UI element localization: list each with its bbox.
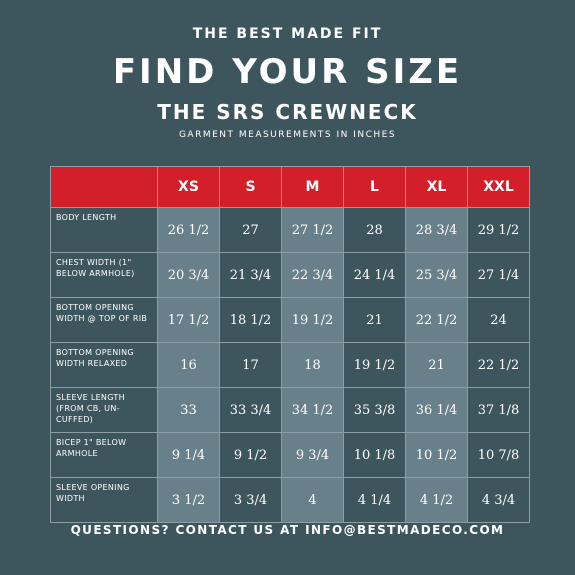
measurement-cell: 27 [219,207,282,253]
measurement-cell: 21 [343,297,406,343]
row-label-body-length: BODY LENGTH [50,207,158,253]
measurement-cell: 28 [343,207,406,253]
measurement-cell: 10 7/8 [467,432,530,478]
size-header-xs: XS [157,166,220,208]
measurement-cell: 3 3/4 [219,477,282,523]
table-row: BOTTOM OPENING WIDTH @ TOP OF RIB 17 1/2… [50,297,530,343]
measurement-cell: 9 1/4 [157,432,220,478]
measurement-cell: 26 1/2 [157,207,220,253]
table-row: CHEST WIDTH (1" BELOW ARMHOLE) 20 3/4 21… [50,252,530,298]
row-label-bottom-opening-relaxed: BOTTOM OPENING WIDTH RELAXED [50,342,158,388]
size-chart-table: XS S M L XL XXL BODY LENGTH 26 1/2 27 27… [50,166,530,523]
measurement-cell: 33 [157,387,220,433]
measurement-cell: 28 3/4 [405,207,468,253]
eyebrow-tagline: THE BEST MADE FIT [192,26,383,42]
contact-footer: QUESTIONS? CONTACT US AT INFO@BESTMADECO… [70,523,505,537]
measurement-cell: 19 1/2 [281,297,344,343]
measurement-cell: 36 1/4 [405,387,468,433]
measurement-cell: 17 1/2 [157,297,220,343]
measurement-cell: 4 [281,477,344,523]
measurement-cell: 22 3/4 [281,252,344,298]
measurement-cell: 9 1/2 [219,432,282,478]
measurement-cell: 35 3/8 [343,387,406,433]
measurement-cell: 18 1/2 [219,297,282,343]
page-title: FIND YOUR SIZE [112,52,463,92]
size-header-s: S [219,166,282,208]
table-row: BODY LENGTH 26 1/2 27 27 1/2 28 28 3/4 2… [50,207,530,253]
row-label-bottom-opening-top-of-rib: BOTTOM OPENING WIDTH @ TOP OF RIB [50,297,158,343]
measurement-cell: 9 3/4 [281,432,344,478]
measurement-cell: 10 1/8 [343,432,406,478]
measurement-cell: 4 1/4 [343,477,406,523]
row-label-bicep: BICEP 1" BELOW ARMHOLE [50,432,158,478]
measurement-cell: 37 1/8 [467,387,530,433]
measurement-cell: 4 1/2 [405,477,468,523]
size-header-xl: XL [405,166,468,208]
row-label-sleeve-length: SLEEVE LENGTH (FROM CB, UN-CUFFED) [50,387,158,433]
measurement-cell: 29 1/2 [467,207,530,253]
measurement-cell: 34 1/2 [281,387,344,433]
measurement-cell: 17 [219,342,282,388]
size-header-xxl: XXL [467,166,530,208]
header-corner-cell [50,166,158,208]
measurement-cell: 21 [405,342,468,388]
row-label-sleeve-opening: SLEEVE OPENING WIDTH [50,477,158,523]
measurement-cell: 25 3/4 [405,252,468,298]
table-row: SLEEVE OPENING WIDTH 3 1/2 3 3/4 4 4 1/4… [50,477,530,523]
measurement-cell: 22 1/2 [467,342,530,388]
measurement-cell: 20 3/4 [157,252,220,298]
measurement-cell: 16 [157,342,220,388]
measurement-cell: 4 3/4 [467,477,530,523]
measurement-cell: 22 1/2 [405,297,468,343]
size-header-m: M [281,166,344,208]
measurement-cell: 21 3/4 [219,252,282,298]
table-row: SLEEVE LENGTH (FROM CB, UN-CUFFED) 33 33… [50,387,530,433]
measurement-cell: 33 3/4 [219,387,282,433]
measurement-cell: 3 1/2 [157,477,220,523]
measurement-cell: 24 1/4 [343,252,406,298]
product-name: THE SRS CREWNECK [157,100,418,124]
measurement-cell: 27 1/4 [467,252,530,298]
table-row: BOTTOM OPENING WIDTH RELAXED 16 17 18 19… [50,342,530,388]
measurement-cell: 10 1/2 [405,432,468,478]
row-label-chest-width: CHEST WIDTH (1" BELOW ARMHOLE) [50,252,158,298]
measurement-cell: 19 1/2 [343,342,406,388]
measurement-cell: 24 [467,297,530,343]
table-row: BICEP 1" BELOW ARMHOLE 9 1/4 9 1/2 9 3/4… [50,432,530,478]
size-header-l: L [343,166,406,208]
units-note: GARMENT MEASUREMENTS IN INCHES [178,130,397,140]
size-header-row: XS S M L XL XXL [50,166,530,208]
measurement-cell: 18 [281,342,344,388]
measurement-cell: 27 1/2 [281,207,344,253]
